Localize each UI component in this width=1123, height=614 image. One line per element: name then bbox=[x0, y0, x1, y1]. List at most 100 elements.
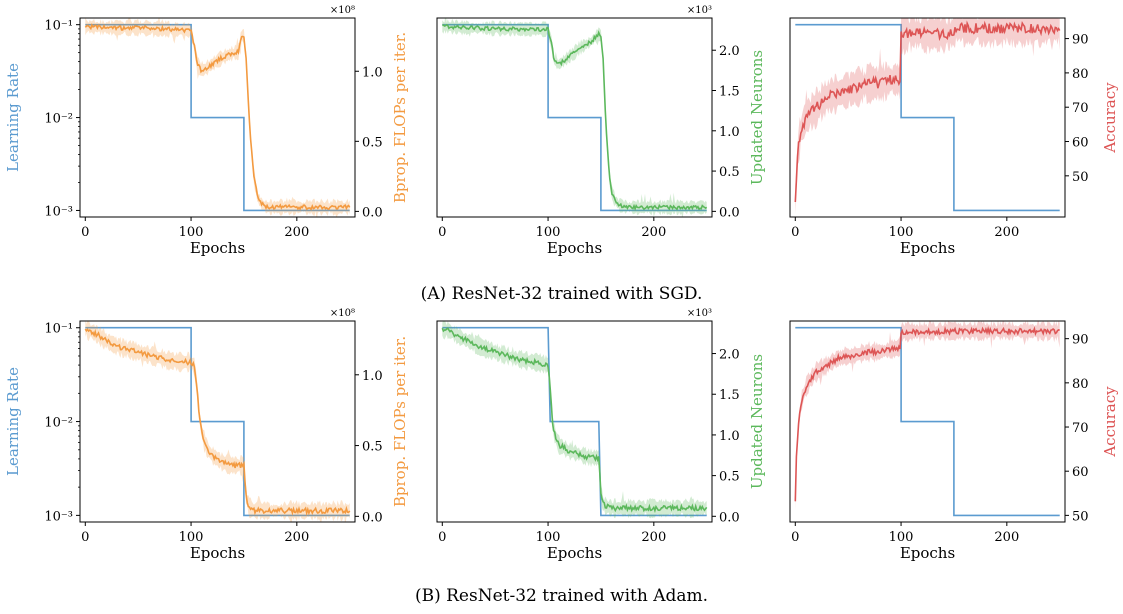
y-right-axis-label: Accuracy bbox=[1101, 386, 1119, 458]
y-right-axis-label: Accuracy bbox=[1101, 82, 1119, 154]
y-left-tick-label: 10⁻¹ bbox=[44, 322, 73, 337]
y-right-tick-label: 1.5 bbox=[719, 388, 740, 403]
y-right-tick-label: 1.0 bbox=[362, 65, 383, 80]
variance-band bbox=[85, 18, 350, 217]
plot-area bbox=[794, 321, 1060, 517]
y-right-multiplier: ×10⁸ bbox=[330, 5, 355, 16]
axes-frame bbox=[789, 320, 1066, 523]
y-left-axis-label: Learning Rate bbox=[4, 63, 22, 172]
x-axis-label: Epochs bbox=[547, 544, 602, 562]
subplot-b-2: 0 100 200 Epochs 50 60 70 80 90 Accuracy bbox=[789, 320, 1119, 562]
learning-rate-line bbox=[442, 23, 707, 212]
y-right-tick-label: 2.0 bbox=[719, 44, 740, 59]
axes-frame bbox=[436, 320, 713, 523]
plot-area bbox=[84, 18, 351, 217]
learning-rate-line bbox=[795, 23, 1060, 212]
y-right-tick-label: 0.0 bbox=[719, 510, 740, 525]
variance-band bbox=[442, 18, 707, 217]
x-axis-label: Epochs bbox=[547, 239, 602, 257]
y-right-multiplier: ×10⁸ bbox=[330, 308, 355, 319]
y-left-tick-label: 10⁻² bbox=[44, 112, 73, 127]
y-right-tick-label: 80 bbox=[1072, 67, 1089, 82]
x-tick-label: 200 bbox=[641, 225, 666, 240]
y-right-tick-label: 90 bbox=[1072, 33, 1089, 48]
x-axis-label: Epochs bbox=[190, 544, 245, 562]
y-right-axis-label: Updated Neurons bbox=[748, 50, 766, 185]
y-right-tick-label: 60 bbox=[1072, 136, 1089, 151]
metric-line bbox=[441, 327, 708, 514]
y-right-tick-label: 90 bbox=[1072, 333, 1089, 348]
caption-a-text: ResNet-32 trained with SGD. bbox=[451, 284, 703, 304]
x-tick-label: 200 bbox=[994, 225, 1019, 240]
x-tick-label: 100 bbox=[889, 530, 914, 545]
variance-band bbox=[795, 18, 1060, 214]
y-right-tick-label: 0.0 bbox=[362, 205, 383, 220]
subplot-a-1: 0 100 200 Epochs 0.0 0.5 1.0 1.5 2.0 ×10³ Updated … bbox=[436, 5, 766, 257]
metric-line bbox=[84, 328, 351, 517]
plot-area bbox=[794, 18, 1061, 214]
y-right-axis-label: Bprop. FLOPs per iter. bbox=[391, 32, 409, 203]
y-right-axis-label: Updated Neurons bbox=[748, 354, 766, 489]
axes-frame bbox=[789, 17, 1066, 218]
y-right-tick-label: 60 bbox=[1072, 465, 1089, 480]
x-tick-label: 0 bbox=[791, 225, 799, 240]
x-tick-label: 200 bbox=[284, 530, 309, 545]
y-right-tick-label: 0.5 bbox=[362, 135, 383, 150]
axes-frame bbox=[436, 17, 713, 218]
x-tick-label: 200 bbox=[641, 530, 666, 545]
x-tick-label: 0 bbox=[81, 530, 89, 545]
y-right-tick-label: 80 bbox=[1072, 377, 1089, 392]
y-right-multiplier: ×10³ bbox=[687, 308, 712, 319]
x-tick-label: 100 bbox=[179, 530, 204, 545]
y-right-tick-label: 0.0 bbox=[362, 510, 383, 525]
variance-band bbox=[85, 321, 350, 522]
learning-rate-line bbox=[85, 326, 350, 517]
y-right-tick-label: 1.0 bbox=[719, 429, 740, 444]
x-tick-label: 0 bbox=[438, 530, 446, 545]
y-left-tick-label: 10⁻² bbox=[44, 416, 73, 431]
caption-b-text: ResNet-32 trained with Adam. bbox=[446, 586, 709, 606]
subplot-b-1: 0 100 200 Epochs 0.0 0.5 1.0 1.5 2.0 ×10³ Updated … bbox=[436, 308, 766, 562]
caption-a-label: (A) bbox=[420, 284, 447, 304]
x-tick-label: 200 bbox=[994, 530, 1019, 545]
x-tick-label: 100 bbox=[179, 225, 204, 240]
x-axis-label: Epochs bbox=[190, 239, 245, 257]
x-tick-label: 0 bbox=[438, 225, 446, 240]
x-tick-label: 0 bbox=[81, 225, 89, 240]
subplot-b-0: 0 100 200 Epochs 10⁻¹ 10⁻² 10⁻³ Learning Rate 0.… bbox=[4, 308, 409, 562]
caption-a: (A) ResNet-32 trained with SGD. bbox=[0, 284, 1123, 304]
y-right-tick-label: 0.5 bbox=[719, 470, 740, 485]
subplot-a-0: 0 100 200 Epochs 10⁻¹ 10⁻² 10⁻³ Learning Rate 0.… bbox=[4, 5, 409, 257]
y-right-tick-label: 1.0 bbox=[719, 125, 740, 140]
metric-line bbox=[442, 23, 708, 212]
metric-line bbox=[84, 23, 351, 211]
x-tick-label: 100 bbox=[536, 225, 561, 240]
y-right-tick-label: 70 bbox=[1072, 101, 1089, 116]
x-tick-label: 0 bbox=[791, 530, 799, 545]
caption-b-label: (B) bbox=[414, 586, 441, 606]
caption-b: (B) ResNet-32 trained with Adam. bbox=[0, 586, 1123, 606]
plot-area bbox=[84, 321, 351, 522]
y-right-tick-label: 0.5 bbox=[719, 165, 740, 180]
y-right-tick-label: 1.5 bbox=[719, 85, 740, 100]
y-right-tick-label: 0.0 bbox=[719, 205, 740, 220]
metric-line bbox=[794, 325, 1060, 502]
y-right-multiplier: ×10³ bbox=[687, 5, 712, 16]
y-left-tick-label: 10⁻³ bbox=[44, 509, 73, 524]
y-left-tick-label: 10⁻¹ bbox=[44, 19, 73, 34]
plot-area bbox=[442, 18, 708, 217]
y-right-axis-label: Bprop. FLOPs per iter. bbox=[391, 336, 409, 507]
x-tick-label: 100 bbox=[536, 530, 561, 545]
y-right-tick-label: 70 bbox=[1072, 421, 1089, 436]
x-tick-label: 100 bbox=[889, 225, 914, 240]
y-right-tick-label: 50 bbox=[1072, 170, 1089, 185]
y-left-tick-label: 10⁻³ bbox=[44, 204, 73, 219]
variance-band bbox=[795, 321, 1060, 511]
y-right-tick-label: 50 bbox=[1072, 509, 1089, 524]
plot-area bbox=[441, 321, 708, 519]
y-left-axis-label: Learning Rate bbox=[4, 367, 22, 476]
metric-line bbox=[794, 20, 1061, 203]
y-right-tick-label: 2.0 bbox=[719, 348, 740, 363]
learning-rate-line bbox=[795, 326, 1060, 517]
